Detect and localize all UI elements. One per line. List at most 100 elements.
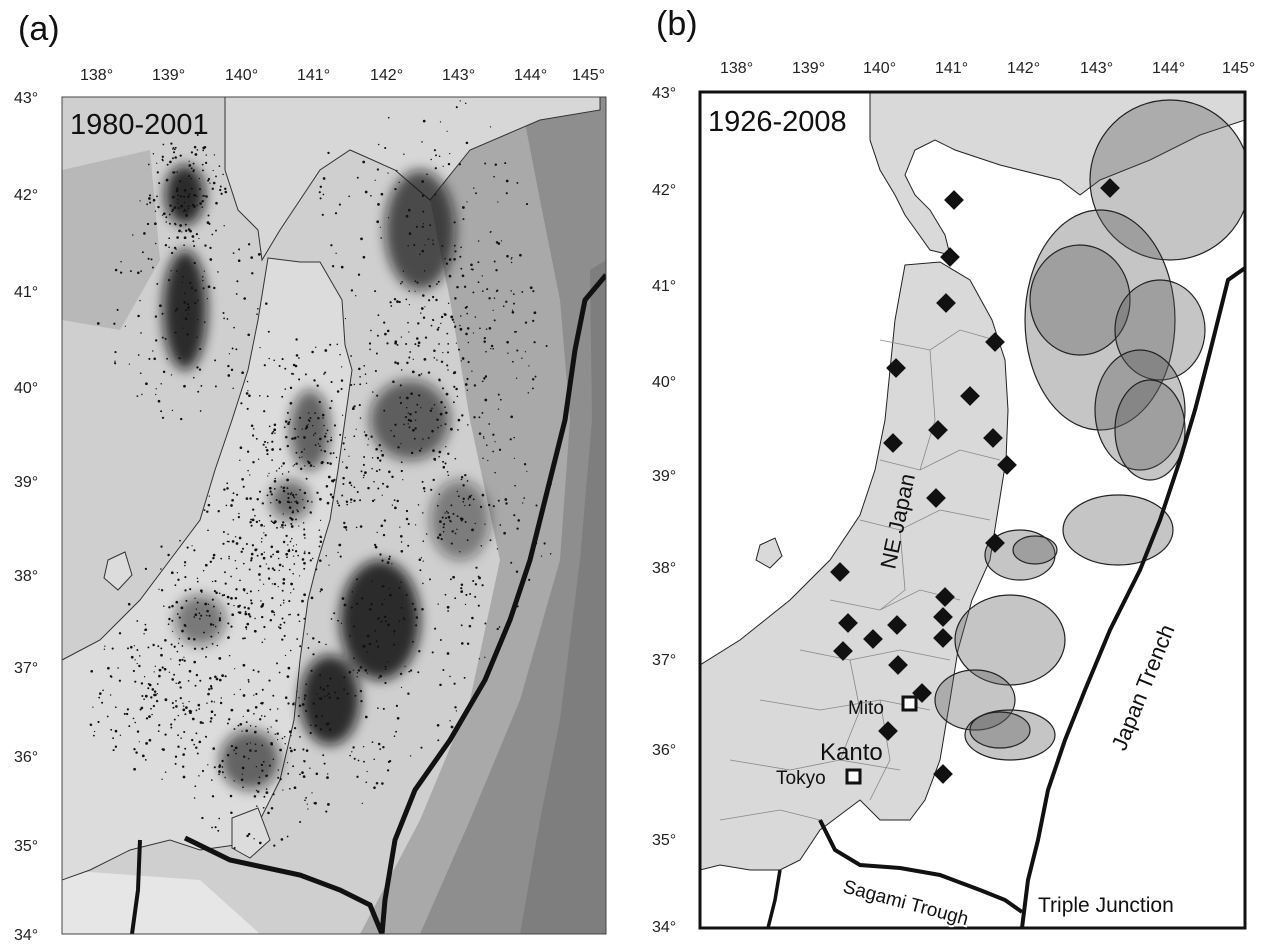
- panel-a-label: (a): [18, 10, 60, 48]
- seismicity-dot: [385, 620, 387, 623]
- seismicity-dot: [493, 175, 495, 178]
- seismicity-dot: [181, 281, 183, 283]
- seismicity-dot: [118, 632, 122, 635]
- seismicity-dot: [493, 260, 496, 263]
- seismicity-dot: [405, 342, 408, 346]
- seismicity-dot: [431, 429, 434, 433]
- seismicity-dot: [341, 494, 344, 497]
- seismicity-dot: [313, 465, 315, 468]
- seismicity-dot: [298, 456, 301, 459]
- seismicity-dot: [242, 755, 246, 758]
- seismicity-dot: [136, 730, 140, 733]
- seismicity-dot: [413, 608, 417, 611]
- seismicity-dot: [365, 781, 368, 784]
- seismicity-dot: [358, 404, 361, 407]
- seismicity-dot: [247, 678, 250, 681]
- seismicity-dot: [287, 544, 289, 546]
- seismicity-dot: [181, 645, 184, 647]
- seismicity-dot: [376, 456, 380, 460]
- seismicity-dot: [309, 731, 312, 735]
- seismicity-dot: [147, 257, 150, 260]
- rupture-zone: [1024, 209, 1176, 431]
- seismicity-dot: [424, 306, 426, 308]
- seismicity-dot: [175, 600, 179, 604]
- seismicity-dot: [298, 525, 300, 527]
- seismicity-dot: [392, 380, 395, 384]
- seismicity-dot: [206, 510, 209, 513]
- seismicity-dot: [242, 663, 246, 667]
- seismicity-dot: [381, 782, 384, 785]
- tokyo-city-marker: [845, 768, 862, 785]
- seismicity-dot: [151, 713, 153, 716]
- seismicity-dot: [249, 590, 252, 593]
- seismicity-dot: [314, 444, 317, 446]
- seismicity-dot: [416, 337, 419, 340]
- seismicity-dot: [376, 531, 378, 534]
- seismicity-dot: [193, 638, 196, 641]
- rupture-zone: [934, 669, 1016, 731]
- seismicity-dot: [450, 542, 453, 545]
- seismicity-dot: [505, 192, 508, 195]
- seismicity-dot: [196, 580, 199, 583]
- seismicity-dot: [253, 712, 255, 715]
- rupture-zone: [1089, 99, 1245, 261]
- seismicity-dot: [289, 541, 291, 543]
- seismicity-dot: [249, 520, 252, 524]
- seismicity-dot: [453, 244, 456, 247]
- seismicity-dot: [247, 243, 251, 246]
- seismicity-dot: [294, 364, 298, 368]
- seismicity-dot: [144, 758, 147, 761]
- panel-b: (b) 138° 139° 140° 141° 142° 143° 144° 1…: [652, 5, 1255, 936]
- seismicity-dot: [179, 686, 182, 689]
- seismicity-dot: [149, 201, 152, 204]
- seismicity-dot: [397, 446, 400, 449]
- seismicity-dot: [188, 193, 191, 196]
- seismicity-dot: [277, 557, 280, 560]
- seismicity-dot: [484, 162, 487, 165]
- seismicity-dot: [458, 163, 461, 166]
- seismicity-dot: [400, 607, 403, 609]
- seismicity-dot: [477, 604, 480, 607]
- seismicity-dot: [290, 582, 293, 586]
- seismicity-dot: [325, 722, 329, 726]
- seismicity-dot: [452, 575, 455, 579]
- seismicity-dot: [353, 757, 356, 760]
- seismicity-dot: [279, 627, 282, 630]
- seismicity-dot: [284, 696, 288, 699]
- seismicity-dot: [237, 605, 240, 608]
- seismicity-dot: [436, 536, 440, 539]
- seismicity-dot: [302, 499, 304, 501]
- seismicity-dot: [110, 728, 113, 731]
- seismicity-dot: [464, 603, 467, 606]
- seismicity-dot: [419, 569, 422, 572]
- seismicity-dot: [488, 423, 491, 425]
- seismicity-dot: [426, 173, 428, 176]
- seismicity-dot: [510, 290, 512, 292]
- seismicity-dot: [256, 313, 258, 316]
- seismicity-dot: [449, 675, 451, 678]
- seismicity-dot: [164, 771, 167, 773]
- seismicity-dot: [179, 180, 182, 183]
- seismicity-dot: [343, 688, 346, 691]
- tick-b-35: 35°: [652, 832, 676, 849]
- seismicity-dot: [457, 429, 459, 431]
- seismicity-dot: [193, 245, 196, 247]
- seismicity-dot: [512, 293, 515, 295]
- seismicity-dot: [390, 305, 393, 307]
- seismicity-dot: [373, 758, 375, 761]
- seismicity-dot: [176, 270, 178, 272]
- seismicity-dot: [174, 223, 177, 226]
- seismicity-dot: [258, 490, 262, 493]
- seismicity-dot: [273, 844, 276, 847]
- seismicity-dot: [190, 177, 192, 180]
- seismicity-dot: [400, 581, 402, 583]
- seismicity-dot: [245, 721, 248, 724]
- seismicity-dot: [368, 607, 372, 611]
- seismicity-dot: [194, 153, 198, 156]
- seismicity-dot: [421, 607, 424, 611]
- seismicity-dot: [381, 494, 383, 496]
- seismicity-dot: [351, 751, 353, 753]
- seismicity-dot: [141, 393, 143, 396]
- seismicity-dot: [209, 258, 213, 261]
- seismicity-dot: [278, 563, 282, 567]
